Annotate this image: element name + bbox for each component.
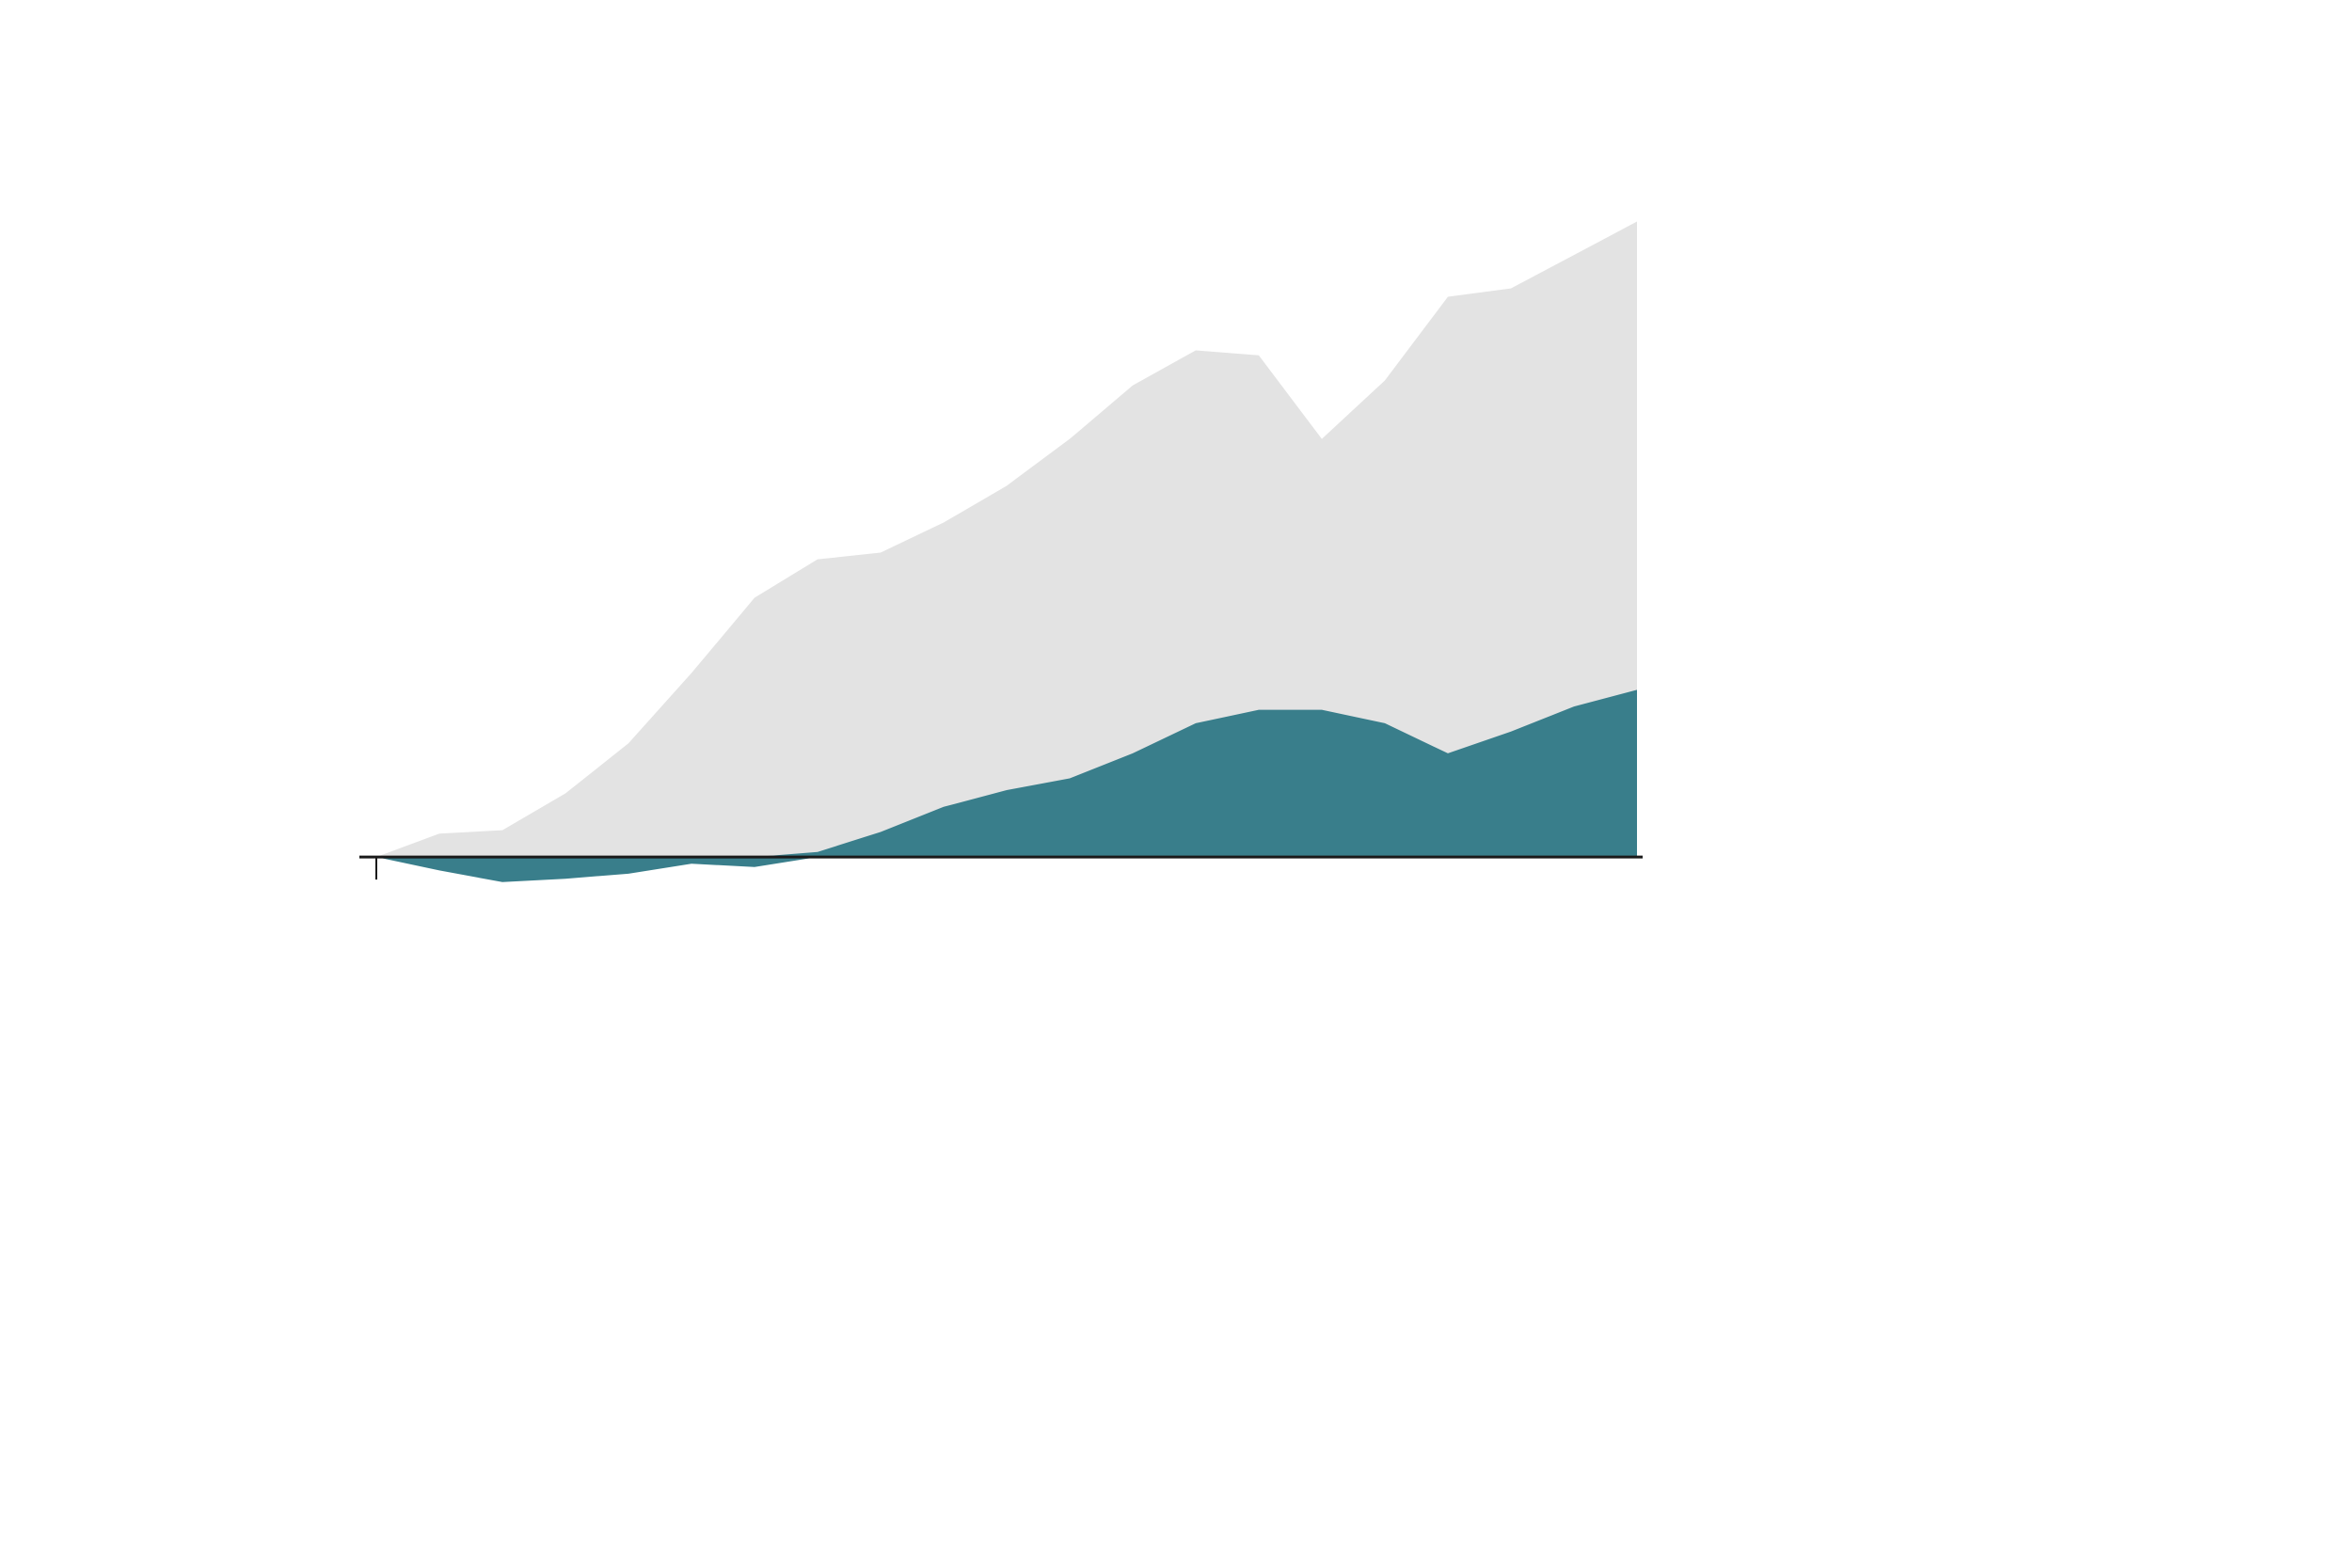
chart-container [0,0,2352,1568]
area-chart [0,0,2352,1568]
